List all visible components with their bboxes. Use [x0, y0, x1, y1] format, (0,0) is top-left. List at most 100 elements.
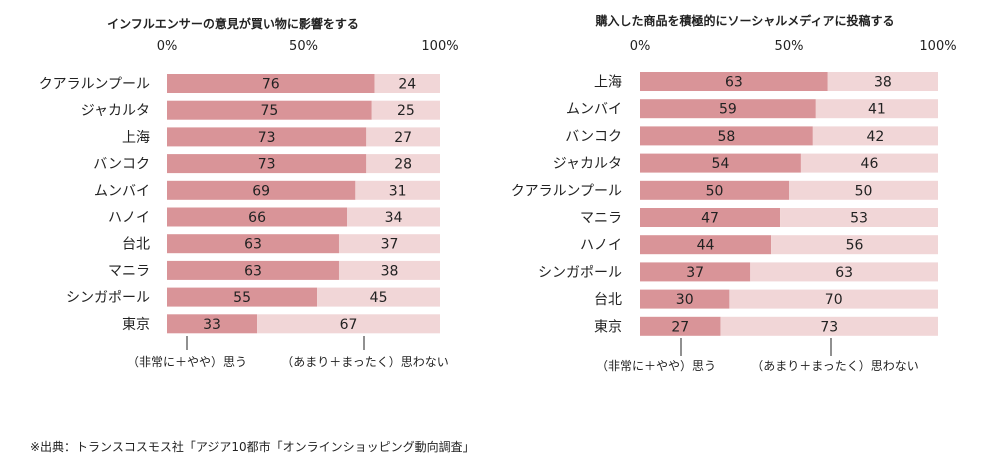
chart-1-data-label-agree: 76: [262, 77, 280, 93]
chart-1-bar-disagree: [355, 180, 440, 200]
chart-2-category-label: クアラルンプール: [511, 183, 622, 199]
chart-1-bar-agree: [167, 314, 258, 334]
chart-1-bar-disagree: [366, 154, 440, 174]
chart-2-category-label: バンコク: [565, 129, 622, 145]
chart-1-data-label-agree: 69: [252, 183, 270, 199]
chart-2-bar-disagree: [729, 289, 938, 309]
chart-2-bar-agree: [640, 235, 772, 255]
chart-1-data-label-disagree: 25: [397, 103, 415, 119]
chart-1-data-label-agree: 66: [248, 210, 266, 226]
chart-1-data-label-agree: 73: [258, 130, 276, 146]
chart-1-category-label: マニラ: [108, 263, 150, 279]
chart-1-bar-agree: [167, 100, 372, 120]
chart-1-category-label: ハノイ: [108, 210, 150, 226]
chart-2-category-label: マニラ: [580, 211, 622, 227]
chart-2-data-label-disagree: 56: [846, 238, 864, 254]
chart-1-data-label-agree: 63: [244, 263, 262, 279]
chart-1-bar-disagree: [338, 234, 440, 254]
chart-1-data-label-agree: 73: [258, 157, 276, 173]
chart-1-bar-disagree: [366, 127, 440, 147]
chart-2-bar-disagree: [789, 180, 938, 200]
chart-2-bar-disagree: [771, 235, 938, 255]
chart-1-tick-label: 100%: [421, 39, 458, 54]
chart-1-title: インフルエンサーの意見が買い物に影響をする: [107, 16, 359, 31]
chart-2-data-label-disagree: 41: [868, 102, 886, 118]
chart-2-bar-agree: [640, 99, 816, 119]
chart-1-data-label-agree: 55: [233, 290, 251, 306]
chart-2-data-label-agree: 27: [671, 319, 689, 335]
chart-2-category-label: 上海: [594, 75, 622, 91]
chart-1-bar-agree: [167, 154, 367, 174]
chart-2-data-label-agree: 63: [725, 75, 743, 91]
chart-2-bar-agree: [640, 153, 801, 173]
chart-2-data-label-disagree: 50: [855, 183, 873, 199]
chart-1-bar-agree: [167, 127, 367, 147]
chart-1-data-label-disagree: 31: [389, 183, 407, 199]
chart-1-tick-label: 50%: [289, 39, 318, 54]
chart-1-bar-disagree: [257, 314, 440, 334]
chart-1-data-label-disagree: 27: [394, 130, 412, 146]
chart-2-tick-label: 100%: [919, 39, 956, 54]
chart-1-category-label: 台北: [122, 237, 150, 253]
chart-2-bar-agree: [640, 316, 721, 336]
chart-2-category-label: 東京: [594, 319, 622, 335]
chart-2-bar-agree: [640, 289, 730, 309]
chart-1-data-label-disagree: 28: [394, 157, 412, 173]
chart-1-bar-disagree: [317, 287, 440, 307]
chart-2-bar-disagree: [815, 99, 938, 119]
chart-1-legend-label: （あまり＋まったく）思わない: [281, 355, 449, 369]
source-footnote: ※出典：トランスコスモス社「アジア10都市「オンラインショッピング動向調査」: [30, 440, 475, 454]
chart-1-data-label-disagree: 45: [370, 290, 388, 306]
chart-2-data-label-disagree: 73: [820, 319, 838, 335]
chart-1-data-label-agree: 75: [260, 103, 278, 119]
chart-2-data-label-agree: 58: [718, 129, 736, 145]
chart-1-bar-agree: [167, 74, 375, 93]
chart-1-bar-agree: [167, 287, 318, 307]
chart-1-category-label: バンコク: [93, 157, 150, 173]
chart-2-data-label-disagree: 53: [850, 211, 868, 227]
chart-2-data-label-disagree: 42: [867, 129, 885, 145]
chart-2-category-label: ジャカルタ: [553, 156, 622, 172]
chart-2-data-label-disagree: 38: [874, 75, 892, 91]
chart-1-category-label: ムンバイ: [94, 183, 150, 199]
chart-1-bar-agree: [167, 234, 339, 254]
chart-1-category-label: 東京: [122, 317, 150, 333]
chart-1-data-label-disagree: 24: [398, 77, 416, 93]
chart-2-bar-disagree: [827, 72, 938, 91]
chart-1-category-label: ジャカルタ: [81, 103, 150, 119]
chart-1-tick-label: 0%: [157, 39, 178, 54]
chart-1-data-label-disagree: 37: [381, 237, 399, 253]
chart-2-category-label: 台北: [594, 292, 622, 308]
chart-1-category-label: シンガポール: [66, 290, 150, 306]
chart-1-data-label-agree: 33: [203, 317, 221, 333]
chart-2-bar-agree: [640, 72, 828, 91]
chart-2-category-label: ハノイ: [580, 238, 622, 254]
chart-2-data-label-agree: 30: [676, 292, 694, 308]
chart-2-data-label-agree: 37: [686, 265, 704, 281]
chart-2-data-label-agree: 47: [701, 211, 719, 227]
chart-2-bar-disagree: [720, 316, 938, 336]
chart-2-bar-disagree: [800, 153, 938, 173]
chart-2-data-label-disagree: 63: [835, 265, 853, 281]
chart-2-bar-disagree: [750, 262, 938, 282]
chart-2-bar-agree: [640, 180, 789, 200]
chart-1-bar-agree: [167, 260, 339, 280]
chart-2-bar-agree: [640, 208, 781, 227]
chart-2-bar-agree: [640, 126, 813, 146]
chart-2-tick-label: 50%: [775, 39, 804, 54]
chart-2-data-label-agree: 54: [712, 156, 730, 172]
chart-2-category-label: ムンバイ: [566, 102, 622, 118]
chart-2-legend-label: （非常に＋やや）思う: [596, 359, 716, 373]
chart-1-bar-disagree: [338, 260, 440, 280]
chart-2-bar-agree: [640, 262, 751, 282]
chart-2-data-label-disagree: 46: [861, 156, 879, 172]
chart-2-data-label-disagree: 70: [825, 292, 843, 308]
chart-1-bar-disagree: [371, 100, 440, 120]
chart-2-category-label: シンガポール: [538, 265, 622, 281]
chart-1-bar-agree: [167, 207, 348, 227]
chart-1-data-label-disagree: 34: [385, 210, 403, 226]
chart-2-data-label-agree: 50: [706, 183, 724, 199]
chart-1-bar-disagree: [347, 207, 440, 227]
chart-1-bar-agree: [167, 180, 356, 200]
